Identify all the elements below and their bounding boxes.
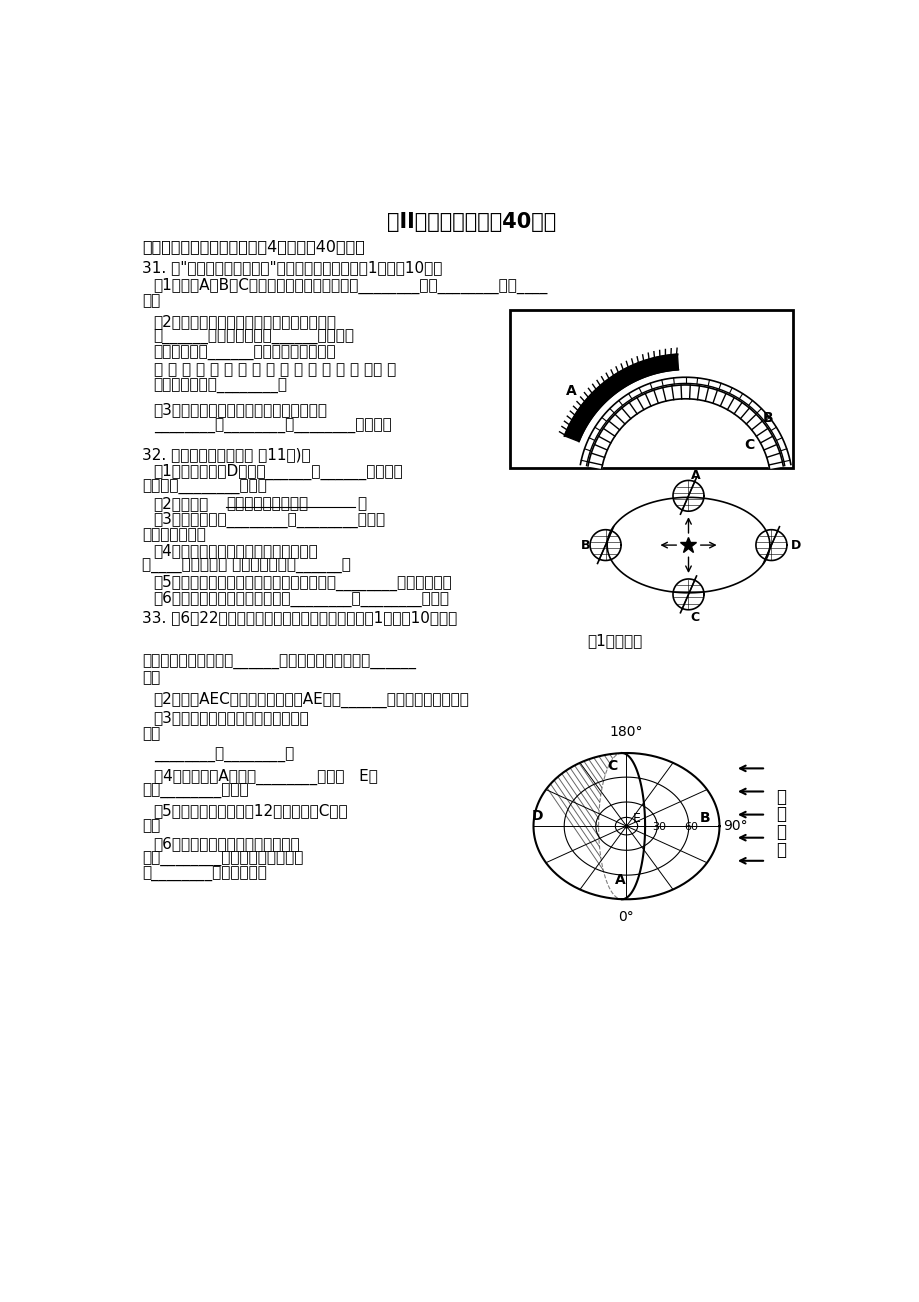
Text: （1）地球公转至D时，是______月______日左右，: （1）地球公转至D时，是______月______日左右，: [153, 465, 403, 480]
Text: （5）在北极圈及其以北地区均出现极昼的是________。（填代号）: （5）在北极圈及其以北地区均出现极昼的是________。（填代号）: [153, 575, 452, 591]
Text: 33. 读6月22日太阳照射图。完成下列填空（每小题1分，共10分）：: 33. 读6月22日太阳照射图。完成下列填空（每小题1分，共10分）：: [142, 611, 457, 625]
Text: 半球看，此图所示的是______半球，图中所示地区是______: 半球看，此图所示的是______半球，图中所示地区是______: [142, 655, 415, 671]
Text: 第II卷（综合题，共40分）: 第II卷（综合题，共40分）: [387, 212, 555, 232]
Polygon shape: [564, 354, 677, 441]
Text: （6）此时，北回归线的正午太阳高: （6）此时，北回归线的正午太阳高: [153, 836, 300, 852]
Text: （2）在图中: （2）在图中: [153, 496, 209, 510]
Text: 季。: 季。: [142, 671, 160, 686]
Text: 30: 30: [652, 822, 665, 832]
Text: （1）从南北: （1）从南北: [587, 634, 642, 648]
Text: 画出地球公转的方向: 画出地球公转的方向: [225, 496, 308, 510]
Text: C: C: [607, 759, 617, 773]
Text: 层。: 层。: [142, 293, 160, 309]
Text: （1）图中A、B、C三层分别表示太阳大气结构________层、________层、____: （1）图中A、B、C三层分别表示太阳大气结构________层、________…: [153, 277, 548, 294]
Text: E: E: [632, 812, 640, 825]
Text: 点。: 点。: [142, 819, 160, 833]
Text: D: D: [531, 809, 542, 823]
Text: 光: 光: [776, 823, 786, 841]
Text: （5）当北京时间是正午12点时，图中C点是: （5）当北京时间是正午12点时，图中C点是: [153, 803, 348, 818]
Text: 阳: 阳: [776, 806, 786, 823]
Text: B: B: [762, 411, 773, 424]
Text: ________，________，________的影响。: ________，________，________的影响。: [153, 419, 391, 434]
Text: （6）太阳直射点向北移动的是在________至________期间。: （6）太阳直射点向北移动的是在________至________期间。: [153, 591, 449, 608]
Text: 由________向南北递减。: 由________向南北递减。: [142, 867, 267, 881]
Text: （2）用图中的字母填空：太阳黑子活动发生: （2）用图中的字母填空：太阳黑子活动发生: [153, 314, 336, 329]
Text: C: C: [743, 437, 754, 452]
Text: A: A: [614, 872, 625, 887]
Text: 在______层，耀斑出现在______层，它们: 在______层，耀斑出现在______层，它们: [153, 331, 355, 345]
Text: A: A: [565, 384, 575, 398]
Text: （2）图中AEC表示晨昏线，其中AE线是______线（晨线或昏线）。: （2）图中AEC表示晨昏线，其中AE线是______线（晨线或昏线）。: [153, 691, 469, 707]
Polygon shape: [580, 378, 790, 466]
Text: 180°: 180°: [609, 725, 642, 740]
Text: 31. 读"太阳外部结构层次图"，回答下列问题（每空1分，共10分）: 31. 读"太阳外部结构层次图"，回答下列问题（每空1分，共10分）: [142, 260, 442, 275]
Text: 的活动周期为______年。太阳风对地球的: 的活动周期为______年。太阳风对地球的: [153, 346, 336, 362]
Text: 度是________。太阳高度角的变化: 度是________。太阳高度角的变化: [142, 852, 303, 867]
Text: 夜长________小时。: 夜长________小时。: [142, 784, 248, 799]
Bar: [510, 310, 792, 469]
Text: 是____，（填代号 ）其公转速度较______。: 是____，（填代号 ）其公转速度较______。: [142, 559, 351, 574]
Text: D: D: [790, 539, 800, 552]
Text: 太: 太: [776, 788, 786, 806]
Text: （3）太阳活动对地球的影响主要表现在对: （3）太阳活动对地球的影响主要表现在对: [153, 402, 327, 418]
Polygon shape: [587, 385, 782, 469]
Text: 90°: 90°: [722, 819, 747, 833]
Text: 度：: 度：: [142, 727, 160, 741]
Text: （3）写出该图太阳直射点的地理经纬: （3）写出该图太阳直射点的地理经纬: [153, 711, 309, 725]
Text: 球高纬地区出现________。: 球高纬地区出现________。: [153, 379, 288, 393]
Text: B: B: [580, 539, 590, 552]
Text: 影 响 主 要 表 现 在 受 地 球 磁 场 的 作 用 ，在 地: 影 响 主 要 表 现 在 受 地 球 磁 场 的 作 用 ，在 地: [153, 362, 395, 378]
Text: 全球昼夜平分。: 全球昼夜平分。: [142, 527, 206, 543]
Text: 60: 60: [684, 822, 698, 832]
Text: ________，________。: ________，________。: [153, 747, 294, 763]
Text: B: B: [699, 811, 710, 825]
Text: （3）地球公转到________、________点时，: （3）地球公转到________、________点时，: [153, 512, 385, 529]
Text: A: A: [690, 469, 699, 482]
Text: 32. 读右图回答下列问题 共11分)：: 32. 读右图回答下列问题 共11分)：: [142, 448, 311, 462]
Text: 线: 线: [776, 841, 786, 859]
Text: 。: 。: [357, 496, 367, 510]
Text: （4）地球在公转轨道上最接近近日点的: （4）地球在公转轨道上最接近近日点的: [153, 543, 318, 559]
Text: （4）这一天，A地昼长________小时，   E地: （4）这一天，A地昼长________小时， E地: [153, 768, 377, 785]
Text: 北半球是________节气。: 北半球是________节气。: [142, 479, 267, 495]
Text: 0°: 0°: [618, 910, 634, 924]
Text: 二、读图分析题（本大题共有4小题，共40分。）: 二、读图分析题（本大题共有4小题，共40分。）: [142, 240, 365, 254]
Text: C: C: [690, 611, 699, 624]
